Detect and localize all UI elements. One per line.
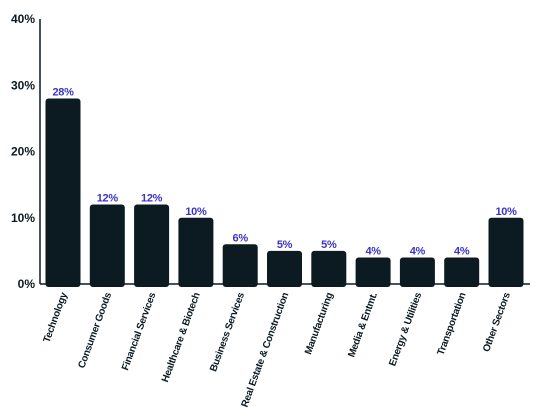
category-label: Financial Services <box>120 291 159 372</box>
y-tick-label: 10% <box>11 211 35 225</box>
y-tick-label: 40% <box>11 12 35 26</box>
data-label: 12% <box>141 193 163 205</box>
bar <box>222 244 258 287</box>
bar <box>399 257 435 287</box>
data-label: 4% <box>410 246 426 258</box>
y-tick-label: 20% <box>11 145 35 159</box>
category-label: Consumer Goods <box>77 291 115 370</box>
data-label: 4% <box>454 246 470 258</box>
category-label: Energy & Utilities <box>387 291 424 368</box>
category-label: Transportation <box>436 291 469 357</box>
bar <box>89 204 125 287</box>
data-labels: 28% 12% 12% 10% 6% 5% 5% 4% 4% 4% 10% <box>52 87 517 258</box>
category-label: Manufacturing <box>303 291 336 356</box>
bar <box>311 250 347 287</box>
bar <box>355 257 391 287</box>
bar <box>178 217 214 287</box>
category-labels: Technology Consumer Goods Financial Servic… <box>42 291 514 409</box>
bar <box>45 98 81 287</box>
data-label: 12% <box>97 193 119 205</box>
data-label: 10% <box>495 206 517 218</box>
category-label: Media & Entmt. <box>346 291 380 359</box>
y-axis-tick-labels: 0% 10% 20% 30% 40% <box>11 12 35 291</box>
bar <box>488 217 524 287</box>
category-label: Healthcare & Biotech <box>160 291 203 384</box>
y-tick-label: 30% <box>11 78 35 92</box>
data-label: 5% <box>321 239 337 251</box>
bars <box>45 98 524 287</box>
data-label: 10% <box>185 206 207 218</box>
bar <box>267 250 302 287</box>
category-label: Real Estate & Construction <box>240 291 292 409</box>
data-label: 28% <box>52 87 74 99</box>
bar <box>444 257 480 287</box>
category-label: Other Sectors <box>481 291 513 354</box>
category-label: Business Services <box>208 291 247 374</box>
data-label: 5% <box>277 239 293 251</box>
data-label: 4% <box>365 246 381 258</box>
bar <box>134 204 170 287</box>
data-label: 6% <box>233 232 249 244</box>
category-label: Technology <box>42 291 71 345</box>
y-tick-label: 0% <box>18 277 36 291</box>
